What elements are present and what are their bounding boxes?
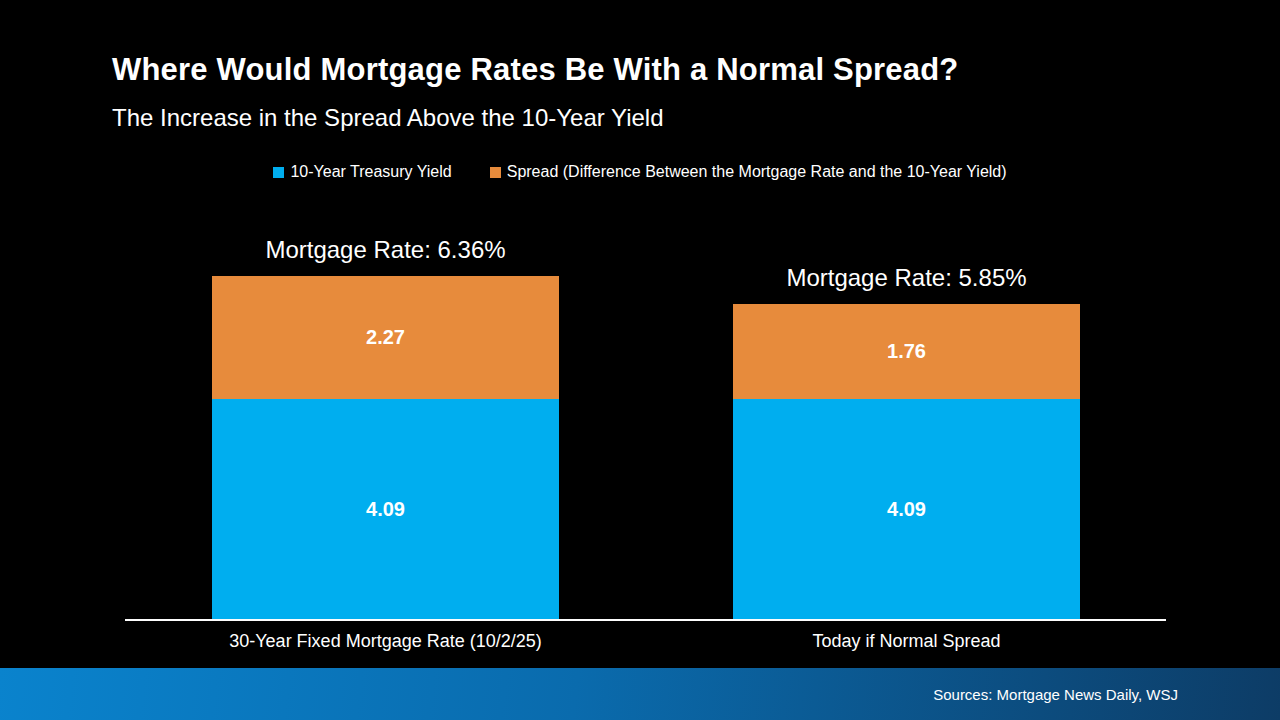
orange-swatch-icon [490,167,501,178]
legend-item-spread: Spread (Difference Between the Mortgage … [490,163,1007,181]
sources-bar: Sources: Mortgage News Daily, WSJ [0,668,1280,720]
chart-subtitle: The Increase in the Spread Above the 10-… [112,104,664,132]
mortgage-rate-annotation-normal: Mortgage Rate: 5.85% [786,264,1026,292]
category-label-current-rate: 30-Year Fixed Mortgage Rate (10/2/25) [212,631,559,652]
legend-label-spread: Spread (Difference Between the Mortgage … [507,163,1007,181]
treasury-segment-normal: 4.09 [733,399,1080,620]
spread-segment-normal: 1.76 [733,304,1080,399]
bar-group-normal-spread: Mortgage Rate: 5.85% 1.76 4.09 [733,264,1080,620]
stacked-bar-normal: 1.76 4.09 [733,304,1080,620]
spread-value-label-normal: 1.76 [887,340,926,363]
treasury-segment-current: 4.09 [212,399,559,620]
legend-label-treasury-yield: 10-Year Treasury Yield [290,163,451,181]
bar-group-current-rate: Mortgage Rate: 6.36% 2.27 4.09 [212,236,559,620]
legend-item-treasury-yield: 10-Year Treasury Yield [273,163,451,181]
mortgage-rate-annotation-current: Mortgage Rate: 6.36% [265,236,505,264]
spread-value-label-current: 2.27 [366,326,405,349]
stacked-bar-current: 2.27 4.09 [212,276,559,620]
sources-text: Sources: Mortgage News Daily, WSJ [933,686,1178,703]
blue-swatch-icon [273,167,284,178]
x-axis-line [125,619,1166,621]
treasury-value-label-normal: 4.09 [887,498,926,521]
slide-background: Where Would Mortgage Rates Be With a Nor… [0,0,1280,720]
legend: 10-Year Treasury Yield Spread (Differenc… [0,163,1280,181]
chart-title: Where Would Mortgage Rates Be With a Nor… [112,52,958,88]
spread-segment-current: 2.27 [212,276,559,399]
treasury-value-label-current: 4.09 [366,498,405,521]
category-label-normal-spread: Today if Normal Spread [733,631,1080,652]
